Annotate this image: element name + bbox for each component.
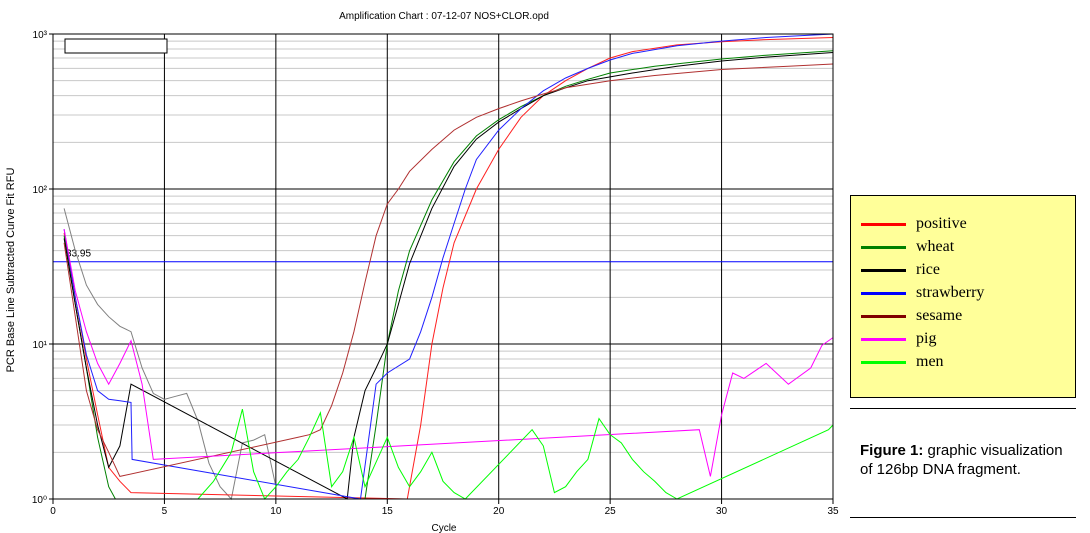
series-line-men xyxy=(197,408,834,500)
x-tick-label: 10 xyxy=(270,506,282,517)
y-tick-label: 10⁰ xyxy=(32,495,47,506)
x-axis-label: Cycle xyxy=(431,523,456,533)
legend-swatch xyxy=(861,223,906,226)
series-line-strawberry xyxy=(63,33,834,500)
unlabeled-curve xyxy=(63,208,277,501)
x-tick-label: 25 xyxy=(605,506,617,517)
x-tick-label: 30 xyxy=(716,506,728,517)
series-line-sesame xyxy=(63,63,834,477)
legend-swatch xyxy=(861,361,906,364)
legend-label: pig xyxy=(916,330,937,347)
legend-label: wheat xyxy=(916,238,955,255)
plot-frame xyxy=(52,33,834,500)
x-tick-label: 5 xyxy=(162,506,168,517)
amplification-chart: Amplification Chart : 07-12-07 NOS+CLOR.… xyxy=(5,11,839,533)
x-tick-label: 15 xyxy=(382,506,394,517)
threshold-label: 33.95 xyxy=(66,249,91,260)
y-axis-label: PCR Base Line Subtracted Curve Fit RFU xyxy=(5,168,17,373)
x-tick-label: 20 xyxy=(493,506,505,517)
legend: positive wheat rice strawberry sesame pig men xyxy=(850,195,1076,398)
chart-title: Amplification Chart : 07-12-07 NOS+CLOR.… xyxy=(339,11,549,22)
legend-swatch xyxy=(861,315,906,318)
x-tick-label: 0 xyxy=(50,506,56,517)
figure-caption-box: Figure 1: graphic visualization of 126bp… xyxy=(850,408,1076,518)
legend-label: strawberry xyxy=(916,284,985,301)
legend-swatch xyxy=(861,338,906,341)
legend-swatch xyxy=(861,269,906,272)
legend-label: men xyxy=(916,353,944,370)
series-line-pig xyxy=(63,229,834,477)
y-tick-label: 10² xyxy=(33,185,48,196)
legend-placeholder-box xyxy=(64,38,168,54)
legend-label: positive xyxy=(916,215,967,232)
y-tick-label: 10¹ xyxy=(33,340,48,351)
legend-swatch xyxy=(861,292,906,295)
legend-swatch xyxy=(861,246,906,249)
caption-bold: Figure 1: xyxy=(860,442,924,459)
x-tick-label: 35 xyxy=(827,506,839,517)
series-line-wheat xyxy=(63,50,834,500)
legend-label: rice xyxy=(916,261,940,278)
figure-caption: Figure 1: graphic visualization of 126bp… xyxy=(860,441,1070,479)
y-tick-label: 10³ xyxy=(33,30,48,41)
legend-label: sesame xyxy=(916,307,963,324)
series-line-rice xyxy=(63,52,834,500)
series-line-positive xyxy=(63,37,834,500)
caption-text: graphic visualization of 126bp DNA fragm… xyxy=(860,442,1063,478)
